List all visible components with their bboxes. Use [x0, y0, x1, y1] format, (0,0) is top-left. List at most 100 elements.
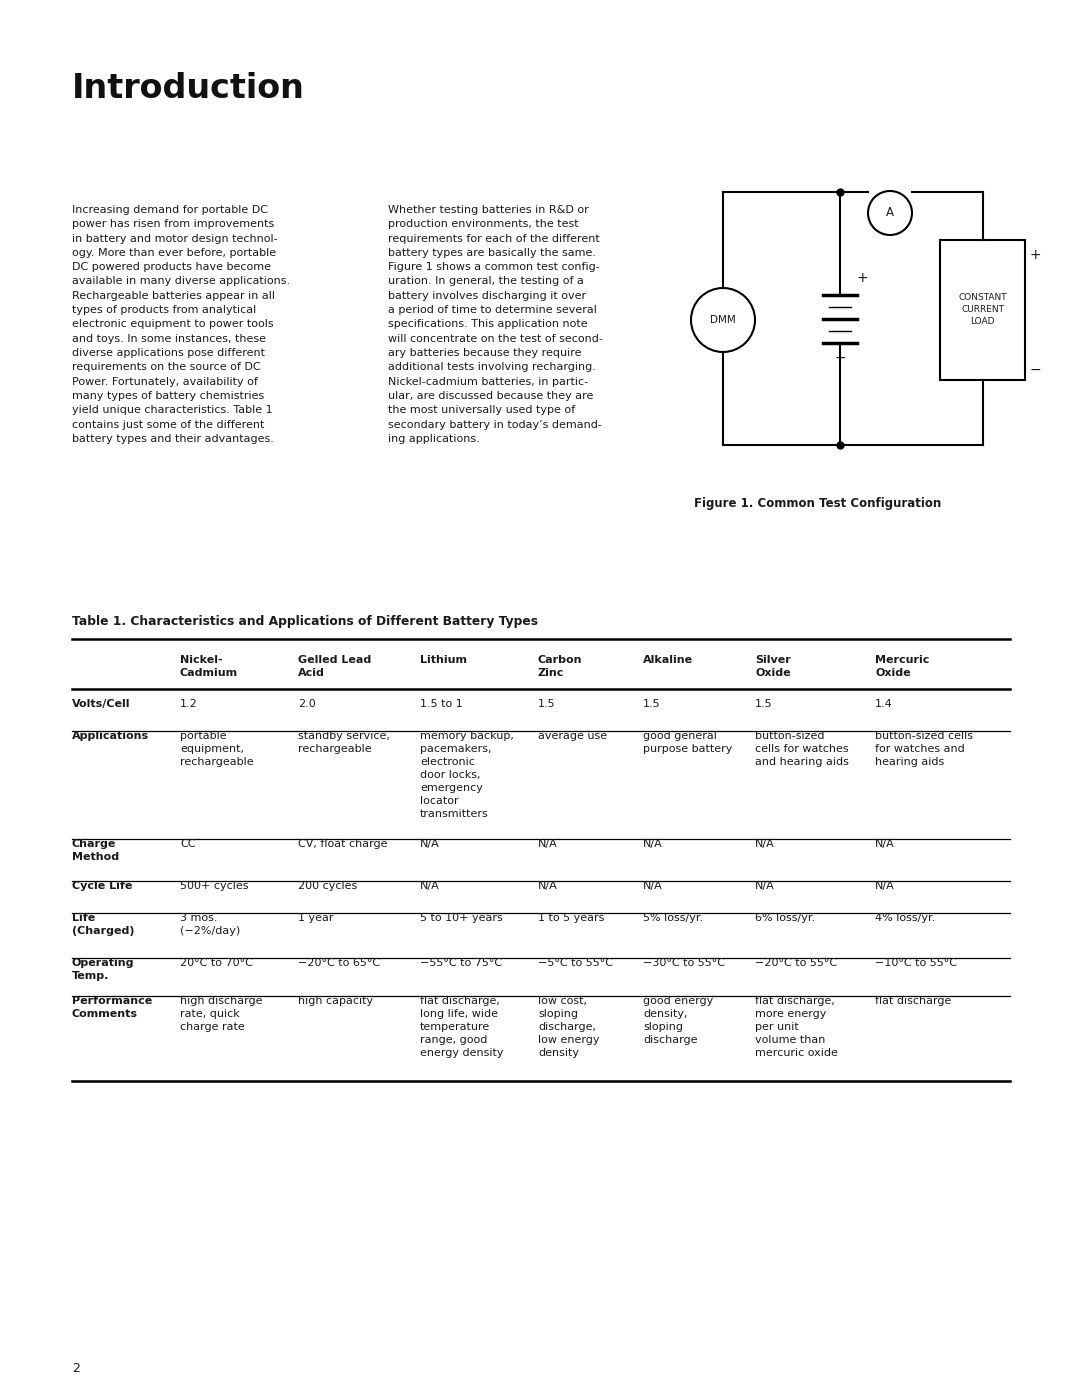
Text: Applications: Applications	[72, 731, 149, 740]
Text: Volts/Cell: Volts/Cell	[72, 698, 131, 710]
Text: transmitters: transmitters	[420, 809, 489, 819]
Text: charge rate: charge rate	[180, 1023, 245, 1032]
Text: ogy. More than ever before, portable: ogy. More than ever before, portable	[72, 247, 276, 258]
Text: rechargeable: rechargeable	[180, 757, 254, 767]
Text: battery types and their advantages.: battery types and their advantages.	[72, 434, 274, 444]
Text: Charge: Charge	[72, 840, 117, 849]
Text: production environments, the test: production environments, the test	[388, 219, 579, 229]
Text: standby service,: standby service,	[298, 731, 390, 740]
Text: Mercuric: Mercuric	[875, 655, 930, 665]
Text: Method: Method	[72, 852, 119, 862]
Text: Operating: Operating	[72, 958, 135, 968]
Text: range, good: range, good	[420, 1035, 487, 1045]
Text: +: +	[1029, 249, 1041, 263]
Text: low cost,: low cost,	[538, 996, 588, 1006]
Text: types of products from analytical: types of products from analytical	[72, 305, 256, 316]
Text: (−2%/day): (−2%/day)	[180, 926, 240, 936]
Text: −55°C to 75°C: −55°C to 75°C	[420, 958, 502, 968]
Text: 20°C to 70°C: 20°C to 70°C	[180, 958, 253, 968]
Text: Figure 1. Common Test Configuration: Figure 1. Common Test Configuration	[694, 497, 942, 510]
Text: 1.5: 1.5	[538, 698, 555, 710]
Text: emergency: emergency	[420, 782, 483, 793]
Text: temperature: temperature	[420, 1023, 490, 1032]
Text: many types of battery chemistries: many types of battery chemistries	[72, 391, 265, 401]
Text: Cycle Life: Cycle Life	[72, 882, 133, 891]
Text: rechargeable: rechargeable	[298, 745, 372, 754]
Text: 1.5: 1.5	[643, 698, 661, 710]
Text: ular, are discussed because they are: ular, are discussed because they are	[388, 391, 593, 401]
Text: N/A: N/A	[420, 882, 440, 891]
Text: 5% loss/yr.: 5% loss/yr.	[643, 914, 703, 923]
Text: flat discharge: flat discharge	[875, 996, 951, 1006]
Text: Nickel-cadmium batteries, in partic-: Nickel-cadmium batteries, in partic-	[388, 377, 589, 387]
Text: 1.5 to 1: 1.5 to 1	[420, 698, 462, 710]
Text: (Charged): (Charged)	[72, 926, 135, 936]
Text: pacemakers,: pacemakers,	[420, 745, 491, 754]
Text: 2.0: 2.0	[298, 698, 315, 710]
Text: N/A: N/A	[875, 840, 894, 849]
Text: Figure 1 shows a common test config-: Figure 1 shows a common test config-	[388, 263, 599, 272]
Text: volume than: volume than	[755, 1035, 825, 1045]
Text: hearing aids: hearing aids	[875, 757, 944, 767]
Text: DC powered products have become: DC powered products have become	[72, 263, 271, 272]
Text: DMM: DMM	[711, 314, 735, 326]
Text: Acid: Acid	[298, 668, 325, 678]
Text: Table 1. Characteristics and Applications of Different Battery Types: Table 1. Characteristics and Application…	[72, 615, 538, 629]
Text: N/A: N/A	[755, 840, 774, 849]
Text: equipment,: equipment,	[180, 745, 244, 754]
Text: contains just some of the different: contains just some of the different	[72, 419, 265, 429]
Text: 1 year: 1 year	[298, 914, 334, 923]
Text: locator: locator	[420, 796, 459, 806]
Text: a period of time to determine several: a period of time to determine several	[388, 305, 597, 316]
Text: Silver: Silver	[755, 655, 791, 665]
Text: density,: density,	[643, 1009, 688, 1018]
Text: N/A: N/A	[755, 882, 774, 891]
Text: memory backup,: memory backup,	[420, 731, 514, 740]
Text: in battery and motor design technol-: in battery and motor design technol-	[72, 233, 278, 243]
Text: 5 to 10+ years: 5 to 10+ years	[420, 914, 503, 923]
Text: portable: portable	[180, 731, 227, 740]
Text: average use: average use	[538, 731, 607, 740]
Text: Whether testing batteries in R&D or: Whether testing batteries in R&D or	[388, 205, 589, 215]
Text: +: +	[856, 271, 868, 285]
Text: ary batteries because they require: ary batteries because they require	[388, 348, 581, 358]
Text: CV, float charge: CV, float charge	[298, 840, 388, 849]
Text: −: −	[834, 351, 846, 365]
Text: high discharge: high discharge	[180, 996, 262, 1006]
Text: sloping: sloping	[538, 1009, 578, 1018]
Text: CONSTANT: CONSTANT	[958, 293, 1007, 303]
Text: long life, wide: long life, wide	[420, 1009, 498, 1018]
Text: Life: Life	[72, 914, 95, 923]
Text: Rechargeable batteries appear in all: Rechargeable batteries appear in all	[72, 291, 275, 300]
Text: N/A: N/A	[643, 882, 663, 891]
Text: −20°C to 65°C: −20°C to 65°C	[298, 958, 380, 968]
Text: the most universally used type of: the most universally used type of	[388, 405, 576, 415]
Text: Gelled Lead: Gelled Lead	[298, 655, 372, 665]
Text: high capacity: high capacity	[298, 996, 373, 1006]
Text: −20°C to 55°C: −20°C to 55°C	[755, 958, 837, 968]
Text: sloping: sloping	[643, 1023, 683, 1032]
Bar	[940, 240, 1025, 380]
Text: purpose battery: purpose battery	[643, 745, 732, 754]
Text: N/A: N/A	[538, 882, 557, 891]
Text: Alkaline: Alkaline	[643, 655, 693, 665]
Text: 1.2: 1.2	[180, 698, 198, 710]
Text: button-sized cells: button-sized cells	[875, 731, 973, 740]
Text: 2: 2	[72, 1362, 80, 1375]
Text: A: A	[886, 207, 894, 219]
Text: uration. In general, the testing of a: uration. In general, the testing of a	[388, 277, 584, 286]
Text: per unit: per unit	[755, 1023, 799, 1032]
Text: requirements on the source of DC: requirements on the source of DC	[72, 362, 260, 372]
Text: more energy: more energy	[755, 1009, 826, 1018]
Text: −30°C to 55°C: −30°C to 55°C	[643, 958, 725, 968]
Text: Temp.: Temp.	[72, 971, 109, 981]
Text: N/A: N/A	[420, 840, 440, 849]
Text: electronic equipment to power tools: electronic equipment to power tools	[72, 320, 273, 330]
Text: CURRENT: CURRENT	[961, 306, 1004, 314]
Text: Oxide: Oxide	[755, 668, 791, 678]
Text: Introduction: Introduction	[72, 73, 305, 105]
Text: rate, quick: rate, quick	[180, 1009, 240, 1018]
Text: Power. Fortunately, availability of: Power. Fortunately, availability of	[72, 377, 258, 387]
Text: requirements for each of the different: requirements for each of the different	[388, 233, 599, 243]
Text: flat discharge,: flat discharge,	[755, 996, 835, 1006]
